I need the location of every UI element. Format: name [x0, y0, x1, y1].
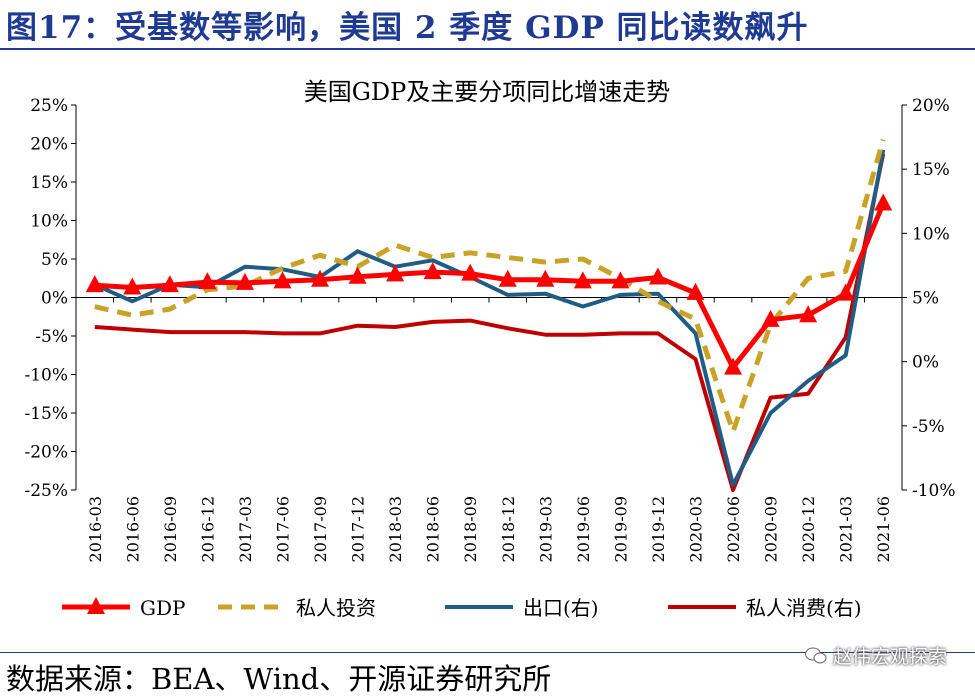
chart: 美国GDP及主要分项同比增速走势 25% 20% 15% 10% 5% 0% -5% -10%… [0, 52, 975, 650]
gdp-marker [724, 357, 743, 375]
left-tick-label: -20% [24, 443, 68, 463]
legend-marker-gdp [87, 597, 105, 614]
series-line-exports [93, 149, 886, 487]
left-tick-label: -15% [24, 404, 68, 424]
chart-background [0, 52, 975, 650]
left-tick-label: 0% [41, 289, 68, 309]
left-tick-label: 5% [41, 250, 68, 270]
right-tick-label: 0% [912, 353, 939, 373]
gdp-marker [536, 269, 555, 287]
source-note: 数据来源：BEA、Wind、开源证券研究所 [6, 662, 552, 696]
legend-label-gdp: GDP [140, 596, 185, 620]
gdp-marker [498, 269, 517, 287]
figure-title: 图17：受基数等影响，美国 2 季度 GDP 同比读数飙升 [6, 10, 809, 46]
source-divider [0, 652, 975, 653]
x-tick-label: 2019-12 [649, 496, 668, 562]
left-tick-label: 15% [30, 173, 68, 193]
x-tick-label: 2018-09 [461, 496, 480, 562]
gdp-marker [85, 275, 104, 293]
x-tick-label: 2018-06 [424, 496, 443, 562]
series-line-gdp [94, 202, 886, 371]
right-tick-label: 10% [912, 224, 950, 244]
gdp-marker [160, 275, 179, 293]
left-tick-label: -5% [35, 327, 68, 347]
left-tick-label: 25% [30, 96, 68, 116]
gdp-marker [461, 263, 480, 281]
x-tick-label: 2018-03 [386, 496, 405, 562]
right-tick-label: 5% [912, 289, 939, 309]
x-tick-label: 2020-06 [724, 496, 743, 562]
gdp-marker [611, 271, 630, 289]
series-line-investment [94, 139, 886, 434]
gdp-marker [348, 266, 367, 284]
x-tick-label: 2017-12 [349, 496, 368, 562]
gdp-marker [198, 272, 217, 290]
x-tick-label: 2017-06 [274, 496, 293, 562]
gdp-marker [311, 269, 330, 287]
x-tick-label: 2017-03 [236, 496, 255, 562]
x-tick-label: 2020-09 [762, 496, 781, 562]
gdp-marker [648, 267, 667, 285]
series-line-consumption [94, 153, 886, 492]
gdp-marker [386, 264, 405, 282]
left-tick-label: 10% [30, 212, 68, 232]
x-tick-label: 2016-09 [161, 496, 180, 562]
legend-label-investment: 私人投资 [296, 596, 376, 620]
x-tick-label: 2021-06 [874, 496, 893, 562]
right-tick-label: 15% [912, 160, 950, 180]
gdp-marker [761, 309, 780, 327]
chart-title: 美国GDP及主要分项同比增速走势 [304, 78, 671, 106]
gdp-marker [123, 277, 142, 295]
x-tick-label: 2021-03 [837, 496, 856, 562]
left-tick-label: -10% [24, 366, 68, 386]
x-tick-label: 2018-12 [499, 496, 518, 562]
legend-label-consumption: 私人消费(右) [746, 596, 862, 620]
x-tick-label: 2016-12 [198, 496, 217, 562]
left-tick-label: -25% [24, 481, 68, 501]
x-tick-label: 2016-03 [86, 496, 105, 562]
watermark-text: 赵伟宏观探索 [832, 646, 947, 668]
gdp-marker [874, 193, 893, 211]
right-tick-label: 20% [912, 96, 950, 116]
right-tick-label: -5% [912, 417, 945, 437]
gdp-marker [573, 271, 592, 289]
title-divider [0, 48, 975, 50]
left-tick-label: 20% [30, 135, 68, 155]
gdp-marker [235, 272, 254, 290]
x-tick-label: 2020-12 [799, 496, 818, 562]
x-tick-label: 2019-03 [536, 496, 555, 562]
right-tick-label: -10% [912, 481, 956, 501]
gdp-marker [273, 271, 292, 289]
gdp-marker [836, 283, 855, 301]
gdp-marker [686, 282, 705, 300]
x-tick-label: 2020-03 [687, 496, 706, 562]
gdp-marker [799, 305, 818, 323]
x-tick-label: 2019-09 [611, 496, 630, 562]
x-tick-label: 2016-06 [123, 496, 142, 562]
wechat-icon [804, 647, 827, 663]
gdp-marker [423, 262, 442, 280]
x-tick-label: 2017-09 [311, 496, 330, 562]
x-tick-label: 2019-06 [574, 496, 593, 562]
legend-label-exports: 出口(右) [523, 596, 599, 620]
watermark: 赵伟宏观探索 [804, 642, 947, 669]
